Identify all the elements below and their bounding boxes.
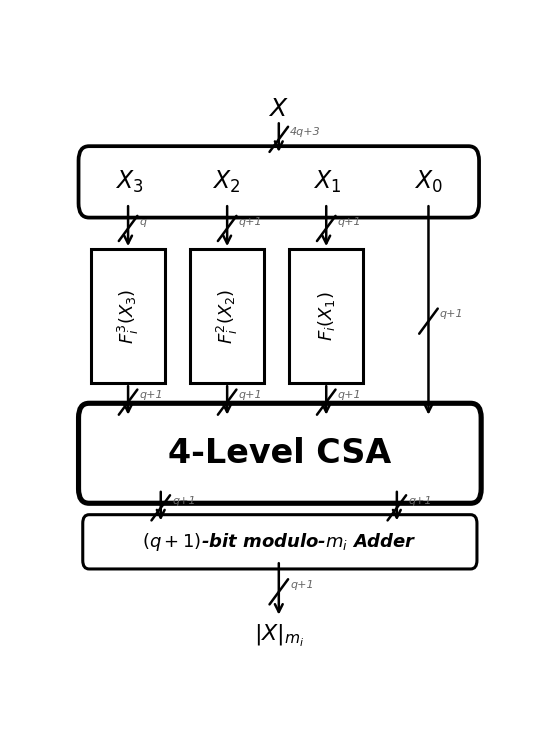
Text: q+1: q+1 bbox=[139, 390, 163, 400]
Bar bbox=[289, 249, 363, 384]
FancyBboxPatch shape bbox=[78, 404, 481, 503]
Text: $F_i^2(X_2)$: $F_i^2(X_2)$ bbox=[214, 289, 240, 344]
FancyBboxPatch shape bbox=[78, 146, 479, 217]
Text: 4-Level CSA: 4-Level CSA bbox=[168, 437, 392, 470]
Text: q+1: q+1 bbox=[440, 309, 463, 319]
Text: $F_i(X_1)$: $F_i(X_1)$ bbox=[316, 292, 337, 341]
Text: q+1: q+1 bbox=[408, 496, 432, 506]
Text: $F_i^3(X_3)$: $F_i^3(X_3)$ bbox=[115, 289, 141, 344]
Text: q+1: q+1 bbox=[338, 217, 361, 226]
FancyBboxPatch shape bbox=[83, 515, 477, 569]
Text: q+1: q+1 bbox=[172, 496, 196, 506]
Text: $|X|_{m_i}$: $|X|_{m_i}$ bbox=[254, 623, 304, 649]
Text: q: q bbox=[139, 217, 146, 226]
Text: q+1: q+1 bbox=[238, 390, 262, 400]
Text: q+1: q+1 bbox=[338, 390, 361, 400]
Text: $(q+1)$-bit modulo-$m_i$ Adder: $(q+1)$-bit modulo-$m_i$ Adder bbox=[143, 531, 417, 553]
Bar bbox=[190, 249, 264, 384]
Text: $X$: $X$ bbox=[269, 97, 289, 121]
Text: $X_3$: $X_3$ bbox=[115, 168, 143, 195]
Text: 4q+3: 4q+3 bbox=[290, 128, 321, 137]
Text: q+1: q+1 bbox=[238, 217, 262, 226]
Text: $X_1$: $X_1$ bbox=[313, 168, 341, 195]
Text: q+1: q+1 bbox=[290, 580, 314, 590]
Text: $X_0$: $X_0$ bbox=[414, 168, 443, 195]
Text: $X_2$: $X_2$ bbox=[212, 168, 240, 195]
Bar bbox=[91, 249, 165, 384]
